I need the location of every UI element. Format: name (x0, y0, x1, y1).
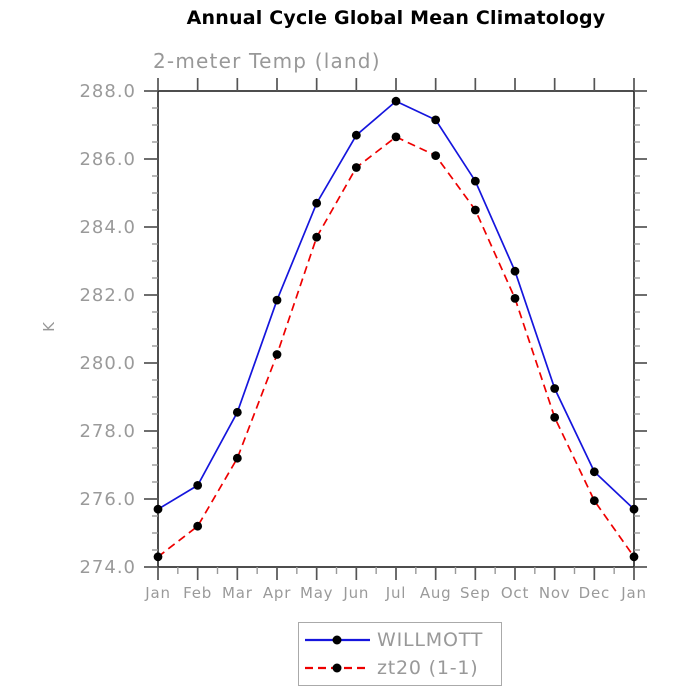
plot-frame (157, 90, 635, 568)
legend-row-zt20: zt20 (1-1) (303, 656, 501, 680)
x-tick-label: May (300, 584, 333, 602)
data-point-marker (431, 115, 441, 125)
data-point-marker (153, 552, 163, 562)
data-point-marker (351, 130, 361, 140)
x-tick-label: Apr (263, 584, 291, 602)
data-point-marker (391, 96, 401, 106)
y-tick-label: 274.0 (79, 557, 136, 578)
data-point-marker (193, 521, 203, 531)
x-tick-label: Aug (420, 584, 452, 602)
data-point-marker (510, 266, 520, 276)
data-point-marker (629, 504, 639, 514)
data-point-marker (272, 295, 282, 305)
data-point-marker (431, 151, 441, 161)
data-point-marker (550, 413, 560, 422)
data-point-marker (312, 198, 322, 208)
data-point-marker (351, 163, 361, 172)
data-point-marker (153, 504, 163, 514)
data-point-marker (232, 453, 242, 463)
chart-subtitle: 2-meter Temp (land) (153, 49, 381, 73)
data-point-marker (232, 407, 242, 417)
data-point-marker (312, 232, 322, 242)
data-point-marker (589, 467, 599, 477)
x-tick-label: Feb (183, 584, 212, 602)
data-point-marker (470, 176, 480, 186)
data-point-marker (470, 205, 480, 215)
y-tick-label: 276.0 (79, 489, 136, 510)
series-line-zt20-1-1- (157, 135, 635, 558)
y-tick-label: 284.0 (79, 217, 136, 238)
data-point-marker (589, 496, 599, 506)
y-tick-label: 280.0 (79, 353, 136, 374)
data-point-marker (550, 384, 560, 393)
y-tick-label: 278.0 (79, 421, 136, 442)
data-point-marker (510, 294, 520, 303)
y-tick-label: 286.0 (79, 149, 136, 170)
legend-sample-marker (332, 635, 342, 645)
x-tick-label: Jun (342, 584, 369, 602)
y-tick-label: 288.0 (79, 81, 136, 102)
legend-label-zt20: zt20 (1-1) (377, 656, 479, 679)
legend-line-sample-dashed (305, 663, 370, 673)
x-tick-label: Jul (385, 584, 407, 602)
x-tick-label: Dec (579, 584, 610, 602)
legend-label-willmott: WILLMOTT (377, 629, 484, 652)
legend-line-sample-solid (305, 635, 370, 645)
x-tick-label: Oct (501, 584, 529, 602)
chart-title: Annual Cycle Global Mean Climatology (186, 7, 606, 29)
x-tick-label: Mar (222, 584, 253, 602)
data-point-marker (193, 481, 203, 490)
legend-sample-marker (332, 663, 342, 673)
data-point-marker (272, 350, 282, 359)
x-tick-label: Nov (539, 584, 571, 602)
data-point-marker (391, 132, 401, 142)
legend-row-willmott: WILLMOTT (303, 628, 501, 652)
legend-box: WILLMOTT zt20 (1-1) (298, 622, 502, 686)
x-tick-label: Jan (144, 584, 171, 602)
x-tick-label: Jan (620, 584, 647, 602)
data-point-marker (629, 552, 639, 562)
x-tick-label: Sep (460, 584, 491, 602)
y-tick-label: 282.0 (79, 285, 136, 306)
series-line-willmott (157, 100, 635, 510)
